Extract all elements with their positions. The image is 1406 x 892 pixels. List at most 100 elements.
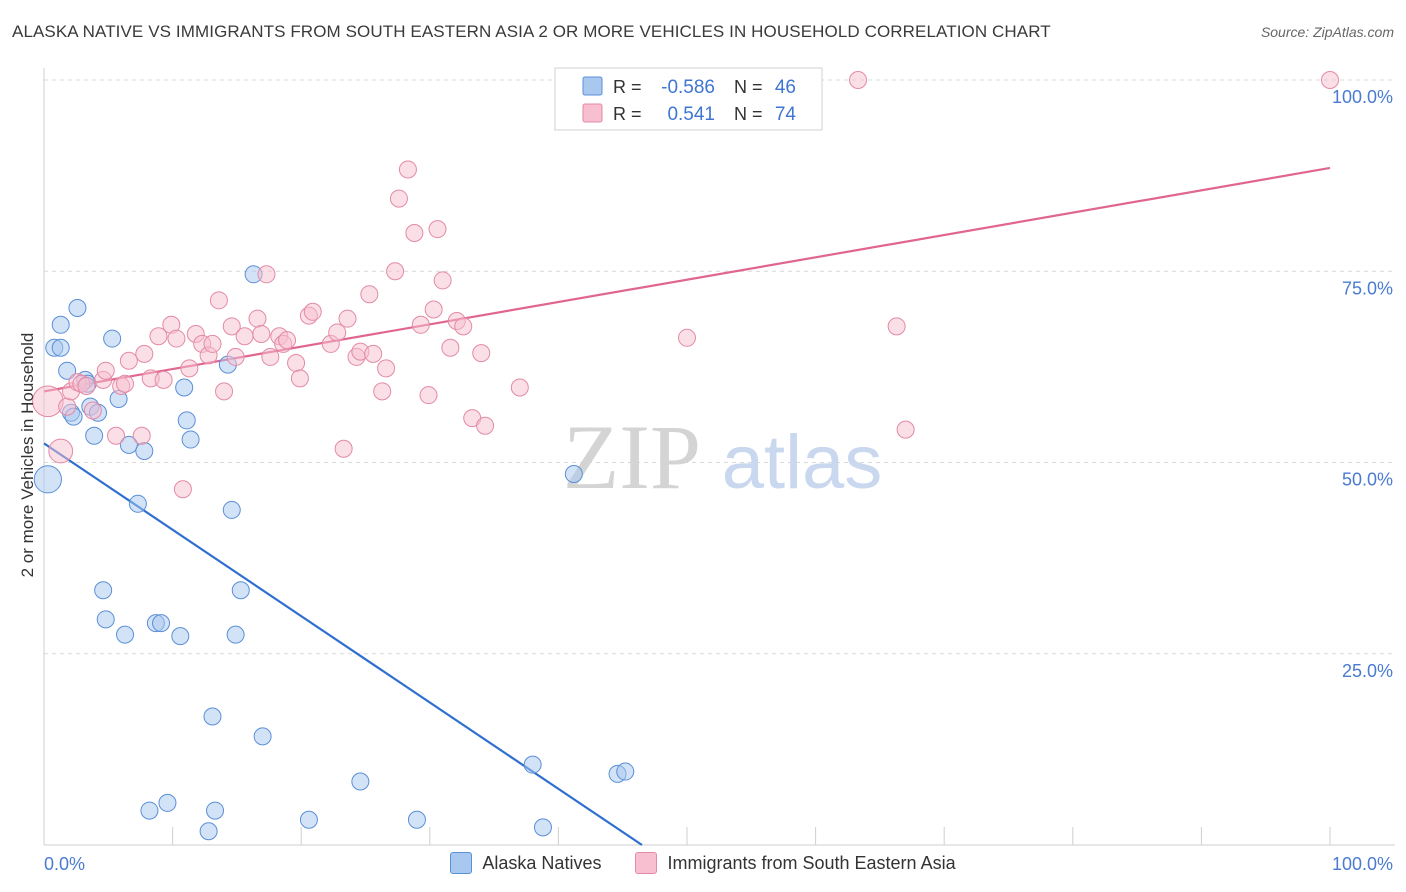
tick-labels: 25.0% 50.0% 75.0% 100.0% 0.0% 100.0% (44, 87, 1393, 874)
data-point (116, 625, 135, 644)
data-point (364, 344, 383, 363)
y-tick-label: 50.0% (1342, 470, 1393, 490)
data-point (96, 361, 115, 380)
data-point (231, 581, 250, 600)
legend-r-label: R = (613, 77, 642, 97)
data-point (206, 801, 225, 820)
data-point (616, 762, 635, 781)
trend-line (43, 166, 1331, 393)
data-point (135, 442, 154, 461)
legend-n-value: 74 (775, 104, 797, 125)
legend-swatch-blue (582, 76, 603, 96)
data-point (51, 315, 70, 334)
data-point (85, 426, 104, 445)
legend-r-label: R = (613, 104, 642, 124)
data-point (1321, 71, 1339, 89)
data-point (303, 302, 322, 321)
data-point (287, 354, 306, 373)
data-point (351, 772, 370, 791)
chart-title: ALASKA NATIVE VS IMMIGRANTS FROM SOUTH E… (12, 22, 1051, 41)
data-point (252, 324, 271, 343)
series-legend: Alaska Natives Immigrants from South Eas… (0, 852, 1406, 874)
data-point (564, 464, 583, 483)
data-point (119, 435, 138, 454)
data-point (398, 160, 417, 179)
data-point (377, 359, 396, 378)
data-point (152, 614, 171, 633)
legend-r-value: -0.586 (661, 77, 715, 98)
data-point (158, 793, 177, 812)
legend-label: Alaska Natives (482, 852, 602, 873)
data-point (222, 317, 241, 336)
data-point (199, 822, 218, 841)
data-point (849, 71, 868, 89)
data-point (405, 224, 424, 242)
data-point (887, 317, 906, 336)
data-point (203, 707, 222, 726)
data-point (173, 480, 192, 499)
data-point (171, 627, 190, 646)
data-point (419, 386, 438, 405)
data-point (226, 625, 245, 644)
data-point (334, 439, 353, 458)
data-point (424, 300, 443, 319)
data-point (175, 378, 194, 397)
legend-n-label: N = (734, 77, 763, 97)
data-point (83, 401, 102, 420)
legend-label: Immigrants from South Eastern Asia (667, 852, 956, 873)
watermark-atlas: atlas (722, 420, 883, 505)
data-point (58, 361, 77, 380)
data-point (472, 344, 491, 363)
data-point (328, 323, 347, 342)
data-point (441, 338, 460, 357)
data-point (135, 344, 154, 363)
legend-swatch-pink (582, 103, 603, 123)
data-point (386, 262, 405, 281)
data-point (51, 338, 70, 357)
data-point (167, 329, 186, 348)
data-point (476, 416, 495, 435)
data-point (338, 309, 357, 328)
data-point (523, 755, 542, 774)
data-point (209, 291, 228, 310)
data-point (116, 374, 135, 393)
legend-n-label: N = (734, 104, 763, 124)
grid-lines (44, 79, 1395, 655)
data-point (48, 438, 74, 464)
data-point (411, 315, 430, 334)
data-point (226, 347, 245, 366)
data-point (149, 327, 168, 346)
data-point (94, 581, 113, 600)
data-point (360, 285, 379, 304)
data-point (235, 327, 254, 346)
x-tick-label: 100.0% (1332, 854, 1393, 874)
data-point (510, 378, 529, 397)
data-points (32, 71, 1339, 841)
x-tick-label: 0.0% (44, 854, 85, 874)
data-point (433, 271, 452, 290)
data-point (428, 220, 447, 239)
y-tick-label: 75.0% (1342, 278, 1393, 298)
legend-swatch-icon (450, 852, 473, 874)
data-point (278, 331, 297, 350)
y-tick-label: 25.0% (1342, 661, 1393, 681)
data-point (290, 369, 309, 388)
data-point (58, 397, 77, 416)
data-point (533, 818, 552, 837)
data-point (33, 465, 62, 494)
watermark-zip: ZIP (563, 406, 701, 508)
y-axis-label: 2 or more Vehicles in Household (18, 333, 37, 578)
data-point (299, 810, 318, 829)
data-point (96, 610, 115, 629)
data-point (180, 359, 199, 378)
data-point (373, 382, 392, 401)
data-point (103, 329, 122, 348)
legend-r-value: 0.541 (667, 104, 715, 125)
data-point (177, 411, 196, 430)
data-point (107, 426, 126, 445)
data-point (203, 334, 222, 353)
watermark: ZIP atlas (563, 406, 882, 508)
legend-item-alaska-natives: Alaska Natives (450, 852, 601, 874)
data-point (154, 370, 173, 389)
